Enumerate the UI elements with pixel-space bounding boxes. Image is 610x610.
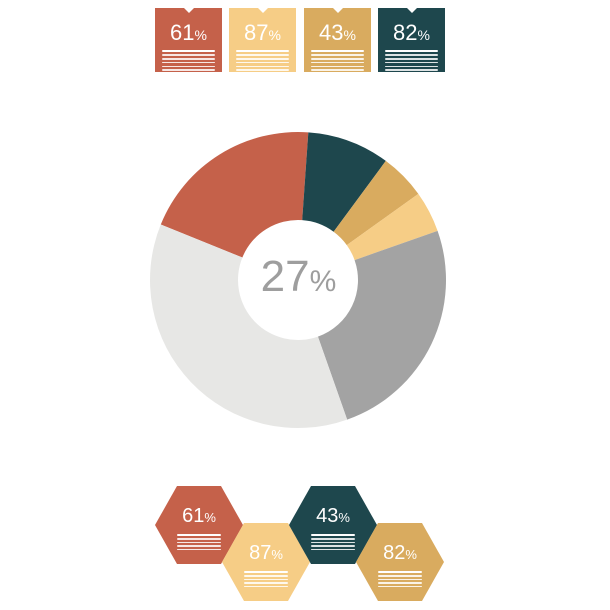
stat-tag-value: 82% xyxy=(393,20,430,45)
placeholder-text-lines xyxy=(385,50,438,73)
stat-tag-3: 43% xyxy=(304,8,371,72)
tag-notch xyxy=(257,8,268,13)
placeholder-text-lines xyxy=(311,534,355,553)
tag-notch xyxy=(332,8,343,13)
placeholder-text-lines xyxy=(162,50,215,73)
placeholder-text-lines xyxy=(236,50,289,73)
stat-tag-2: 87% xyxy=(229,8,296,72)
placeholder-text-lines xyxy=(378,571,422,590)
donut-slice-4 xyxy=(346,193,438,261)
stat-tag-value: 43% xyxy=(319,20,356,45)
stat-hexagon-value: 61% xyxy=(182,505,216,527)
placeholder-text-lines xyxy=(177,534,221,553)
tag-notch xyxy=(406,8,417,13)
donut-chart xyxy=(150,132,446,429)
donut-slice-1 xyxy=(160,132,309,258)
stat-hexagon-value: 82% xyxy=(383,542,417,564)
stat-hexagon-value: 43% xyxy=(316,505,350,527)
placeholder-text-lines xyxy=(311,50,364,73)
stat-tag-4: 82% xyxy=(378,8,445,72)
donut-center-value: 27% xyxy=(260,252,337,301)
donut-slice-2 xyxy=(302,132,386,232)
donut-slice-6 xyxy=(150,224,348,429)
stat-tag-value: 87% xyxy=(244,20,281,45)
stat-tag-value: 61% xyxy=(170,20,207,45)
placeholder-text-lines xyxy=(244,571,288,590)
stat-hexagon-value: 87% xyxy=(249,542,283,564)
tag-notch xyxy=(183,8,194,13)
donut-slice-5 xyxy=(317,230,446,420)
stat-tag-1: 61% xyxy=(155,8,222,72)
donut-slice-3 xyxy=(333,160,419,246)
